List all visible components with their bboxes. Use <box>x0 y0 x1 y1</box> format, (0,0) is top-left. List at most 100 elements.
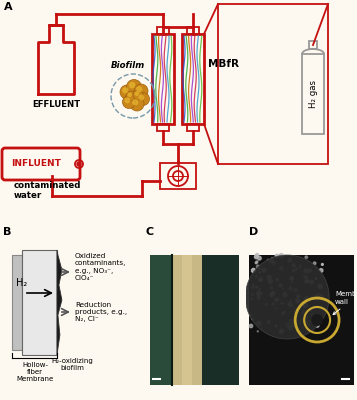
Circle shape <box>288 326 292 330</box>
Circle shape <box>259 268 261 270</box>
Text: Membrane
wall: Membrane wall <box>333 292 357 314</box>
Circle shape <box>256 261 258 262</box>
Text: D: D <box>249 227 258 237</box>
Circle shape <box>291 304 293 308</box>
Circle shape <box>271 292 275 296</box>
Circle shape <box>255 255 258 259</box>
Text: Biofilm: Biofilm <box>111 61 145 70</box>
Circle shape <box>253 284 254 286</box>
Circle shape <box>319 269 323 272</box>
Bar <box>150 255 172 385</box>
Circle shape <box>252 285 255 288</box>
Circle shape <box>291 300 292 301</box>
Circle shape <box>292 279 293 280</box>
Circle shape <box>302 310 306 315</box>
Circle shape <box>300 265 301 266</box>
Circle shape <box>318 294 321 297</box>
Circle shape <box>301 319 302 320</box>
Circle shape <box>304 276 306 278</box>
Circle shape <box>305 276 308 278</box>
Bar <box>187 124 199 131</box>
Circle shape <box>251 294 253 296</box>
Circle shape <box>267 259 269 261</box>
Polygon shape <box>57 250 62 355</box>
Circle shape <box>122 96 136 108</box>
Circle shape <box>309 324 310 325</box>
Circle shape <box>318 284 322 288</box>
Circle shape <box>317 298 319 300</box>
Circle shape <box>304 269 307 272</box>
Circle shape <box>309 270 311 272</box>
Circle shape <box>316 319 318 321</box>
Circle shape <box>132 99 139 105</box>
Circle shape <box>256 254 259 257</box>
Circle shape <box>122 87 129 93</box>
Circle shape <box>298 321 300 323</box>
Text: A: A <box>4 2 12 12</box>
Circle shape <box>258 295 260 297</box>
Circle shape <box>281 302 283 304</box>
Circle shape <box>309 269 311 271</box>
Circle shape <box>251 298 252 300</box>
Circle shape <box>305 280 307 282</box>
Circle shape <box>251 268 256 272</box>
Circle shape <box>296 298 299 302</box>
Circle shape <box>308 309 311 311</box>
Circle shape <box>136 92 150 106</box>
Text: C: C <box>146 227 154 237</box>
Circle shape <box>290 277 293 280</box>
Circle shape <box>272 258 273 260</box>
Circle shape <box>270 260 273 263</box>
Text: INFLUENT: INFLUENT <box>11 160 61 168</box>
Circle shape <box>270 280 272 283</box>
Circle shape <box>310 280 313 284</box>
Bar <box>157 124 169 131</box>
Circle shape <box>295 324 296 325</box>
Circle shape <box>305 269 309 273</box>
Circle shape <box>280 330 283 333</box>
Text: H₂ gas: H₂ gas <box>308 80 317 108</box>
Bar <box>249 255 354 385</box>
Circle shape <box>261 293 262 294</box>
Circle shape <box>275 298 278 301</box>
Bar <box>12 255 22 350</box>
Circle shape <box>120 85 134 99</box>
Text: EFFLUENT: EFFLUENT <box>32 100 80 109</box>
Circle shape <box>289 320 293 324</box>
Circle shape <box>259 272 261 273</box>
Circle shape <box>297 295 300 298</box>
Bar <box>302 54 324 134</box>
Bar <box>152 34 174 124</box>
Circle shape <box>283 271 284 272</box>
Circle shape <box>305 321 308 324</box>
Circle shape <box>255 261 258 264</box>
Circle shape <box>292 264 295 267</box>
Circle shape <box>316 294 317 296</box>
Text: H₂: H₂ <box>16 278 27 288</box>
Text: Hollow-
fiber
Membrane: Hollow- fiber Membrane <box>16 362 54 382</box>
Bar <box>182 255 192 385</box>
Circle shape <box>291 324 294 327</box>
Circle shape <box>282 288 283 289</box>
Circle shape <box>256 286 258 288</box>
Circle shape <box>267 276 271 280</box>
Circle shape <box>139 94 144 100</box>
Circle shape <box>133 90 143 100</box>
Circle shape <box>134 84 148 98</box>
Circle shape <box>310 319 313 323</box>
Circle shape <box>290 287 292 290</box>
Text: Oxidized
contaminants,
e.g., NO₃⁻,
ClO₄⁻: Oxidized contaminants, e.g., NO₃⁻, ClO₄⁻ <box>75 254 126 280</box>
Circle shape <box>250 314 251 316</box>
Circle shape <box>276 278 278 280</box>
Circle shape <box>129 82 136 88</box>
Circle shape <box>304 297 308 301</box>
Circle shape <box>77 162 81 166</box>
Circle shape <box>280 266 283 270</box>
Circle shape <box>300 267 301 268</box>
Circle shape <box>258 297 260 299</box>
Circle shape <box>295 268 298 270</box>
Bar <box>202 255 239 385</box>
Circle shape <box>249 324 253 328</box>
Circle shape <box>315 323 319 327</box>
Circle shape <box>311 314 323 326</box>
